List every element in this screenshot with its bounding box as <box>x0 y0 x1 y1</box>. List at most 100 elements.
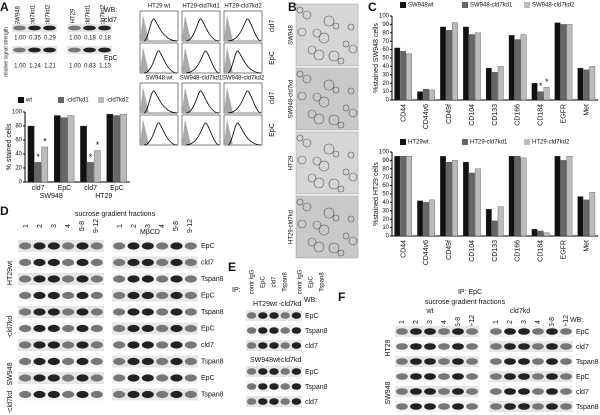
blot-band <box>269 327 279 334</box>
blot-band <box>396 373 408 380</box>
block-label: -cld7kd <box>279 357 302 364</box>
blot-band <box>47 258 60 267</box>
legend-label: HT29-cld7kd2 <box>532 140 570 146</box>
lane-label: contr IgG <box>250 269 256 294</box>
blot-band <box>546 373 558 380</box>
fraction-label: 9-12 <box>187 219 194 233</box>
bar <box>400 156 407 237</box>
histogram-frame <box>181 114 221 146</box>
cell <box>318 224 330 236</box>
blot-band <box>184 291 197 300</box>
bar <box>508 35 515 101</box>
blot-band <box>47 357 60 366</box>
blot-band <box>127 275 140 283</box>
y-tick-label: 70 <box>382 175 389 181</box>
cell <box>348 108 358 118</box>
blot-band <box>466 358 478 365</box>
blot-band <box>258 383 268 390</box>
histogram-title: SW948-cld7kd1 <box>180 76 223 82</box>
blot-band <box>424 403 436 410</box>
blot-band <box>466 403 478 410</box>
y-tick-label: 10 <box>382 225 389 231</box>
histogram-curve <box>185 50 220 74</box>
row-label: EpC <box>305 369 319 376</box>
bar <box>80 125 87 183</box>
lane-label: EpC <box>309 275 315 287</box>
row-label: cld7 <box>305 343 318 350</box>
cell <box>307 45 317 55</box>
blot-band <box>504 328 516 335</box>
blot-band <box>424 343 436 350</box>
blot-band <box>83 47 96 53</box>
blot-band <box>33 324 46 333</box>
blot-band <box>62 374 75 382</box>
cell <box>348 236 358 246</box>
blot-band <box>184 258 197 267</box>
blot-band <box>466 343 478 350</box>
fraction-label: 5-8 <box>549 317 556 327</box>
blot-band <box>33 374 46 382</box>
row-label: Tspan8 <box>305 384 328 391</box>
blot-band <box>466 388 478 395</box>
blot-band <box>424 388 436 395</box>
cell <box>323 15 335 27</box>
group-label: cld7kd <box>510 308 530 315</box>
blot-band <box>62 341 75 349</box>
blot-band <box>141 275 154 283</box>
blot-band <box>47 308 60 316</box>
blot-band <box>424 373 436 380</box>
blot-band <box>546 388 558 395</box>
row-label: cld7 <box>201 342 214 349</box>
histogram-frame <box>223 10 263 42</box>
blot-band <box>113 341 126 349</box>
histogram-frame <box>223 114 263 146</box>
isotype-curve <box>140 119 149 145</box>
legend-swatch <box>18 97 24 103</box>
signal-value: 0.18 <box>84 36 96 42</box>
cell <box>328 50 340 62</box>
blot-band <box>62 357 75 366</box>
blot-band <box>19 324 32 333</box>
blot-band <box>19 374 32 382</box>
cell <box>296 6 304 14</box>
bar <box>106 113 114 183</box>
x-tick-label: EpC <box>58 185 72 192</box>
legend-label: SW948-cld7kd2 <box>532 3 575 9</box>
blot-band <box>76 357 89 366</box>
blot-band <box>246 398 257 405</box>
bar <box>474 32 481 101</box>
y-tick-label: 0 <box>386 234 390 240</box>
blot-band <box>269 398 279 405</box>
blot-band <box>141 258 154 267</box>
blot-band <box>184 308 197 316</box>
bar <box>463 161 469 237</box>
blot-band <box>141 390 154 399</box>
row-label: EpC <box>305 313 319 320</box>
bar <box>520 157 527 237</box>
row-label: cld7 <box>201 259 214 266</box>
blot-band <box>98 25 111 31</box>
blot-band <box>452 403 464 410</box>
y-tick-label: 10 <box>382 89 389 95</box>
blot-band <box>127 357 140 366</box>
row-label: Tspan8 <box>305 328 328 335</box>
bar <box>474 168 481 237</box>
blot-band <box>90 308 103 316</box>
blot-band <box>90 324 103 333</box>
blot-band <box>280 312 290 319</box>
cell <box>328 178 340 190</box>
x-tick-label: CD184 <box>538 104 545 126</box>
bar <box>531 83 538 101</box>
blot-band <box>33 275 46 283</box>
blot-band <box>396 403 408 410</box>
cell <box>297 155 307 165</box>
fraction-label: 3 <box>145 224 152 228</box>
cell <box>302 202 312 212</box>
bar <box>537 91 544 101</box>
cell <box>347 215 355 223</box>
bar <box>566 156 573 237</box>
histogram-frame <box>139 42 179 74</box>
signal-value: 1.13 <box>99 64 111 70</box>
blot-band <box>43 47 56 53</box>
